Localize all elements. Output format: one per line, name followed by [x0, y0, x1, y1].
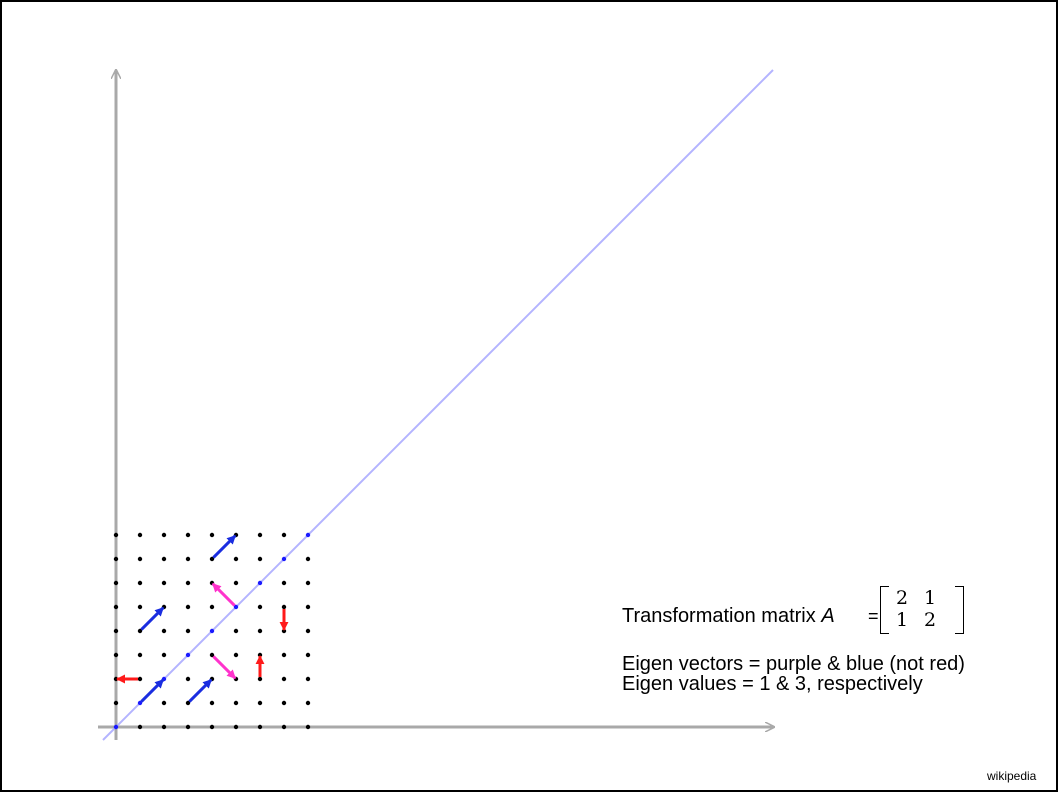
lattice-point	[161, 652, 167, 658]
lattice-point	[185, 604, 191, 610]
eigen-vectors-caption: Eigen vectors = purple & blue (not red)	[622, 653, 965, 675]
eigen-diagonal-line	[102, 69, 774, 741]
matrix-cell: 2	[895, 587, 909, 609]
purple-vector-arrow	[212, 655, 237, 680]
diagonal-lattice-point	[137, 700, 143, 706]
lattice-point	[257, 532, 263, 538]
lattice-point	[113, 604, 119, 610]
lattice-point	[185, 628, 191, 634]
lattice-point	[305, 676, 311, 682]
lattice-point	[257, 556, 263, 562]
diagonal-lattice-point	[209, 628, 215, 634]
diagonal-lattice-point	[281, 556, 287, 562]
lattice-point	[185, 532, 191, 538]
lattice-point	[185, 676, 191, 682]
diagonal-lattice-point	[305, 532, 311, 538]
diagonal-lattice-point	[113, 724, 119, 730]
lattice-point	[305, 652, 311, 658]
matrix-right-bracket	[955, 586, 964, 634]
lattice-point	[281, 676, 287, 682]
lattice-point	[161, 532, 167, 538]
matrix-cell: 1	[895, 609, 909, 631]
lattice-point	[185, 724, 191, 730]
matrix-caption: Transformation matrix A = 2 1 1 2	[622, 586, 964, 634]
lattice-point	[233, 556, 239, 562]
blue-vector-arrow	[140, 606, 165, 631]
lattice-point	[161, 724, 167, 730]
lattice-point	[185, 580, 191, 586]
lattice-point	[281, 532, 287, 538]
lattice-point	[161, 700, 167, 706]
lattice-point	[233, 700, 239, 706]
equals-sign: =	[868, 606, 879, 626]
lattice-point	[209, 556, 215, 562]
blue-vector-arrow	[212, 534, 237, 559]
lattice-point	[209, 604, 215, 610]
transformation-vectors	[116, 534, 289, 703]
lattice-point	[113, 556, 119, 562]
lattice-point	[113, 700, 119, 706]
lattice-point	[137, 580, 143, 586]
blue-vector-arrow	[188, 678, 213, 703]
lattice-point	[137, 676, 143, 682]
diagonal-lattice-point	[257, 580, 263, 586]
lattice-point	[281, 700, 287, 706]
lattice-point	[257, 604, 263, 610]
lattice-point	[137, 652, 143, 658]
diagonal-lattice-point	[185, 652, 191, 658]
lattice-point	[161, 628, 167, 634]
purple-vector-arrow	[211, 582, 236, 607]
lattice-point	[161, 580, 167, 586]
lattice-point	[257, 724, 263, 730]
lattice-point	[233, 628, 239, 634]
lattice-point	[185, 556, 191, 562]
lattice-point	[281, 580, 287, 586]
lattice-point	[257, 700, 263, 706]
lattice-point	[233, 580, 239, 586]
source-credit: wikipedia	[987, 769, 1037, 783]
lattice-point	[305, 604, 311, 610]
lattice-point	[137, 628, 143, 634]
lattice-point	[137, 532, 143, 538]
lattice-point	[209, 532, 215, 538]
matrix-cell: 2	[923, 609, 937, 631]
lattice-point	[209, 724, 215, 730]
lattice-point	[233, 724, 239, 730]
lattice-point	[281, 724, 287, 730]
lattice-point	[113, 628, 119, 634]
lattice-point	[257, 628, 263, 634]
lattice-point	[113, 652, 119, 658]
lattice-point	[137, 724, 143, 730]
lattice-point	[113, 580, 119, 586]
lattice-point	[185, 700, 191, 706]
lattice-point	[305, 556, 311, 562]
lattice-point	[305, 580, 311, 586]
lattice-point	[257, 676, 263, 682]
matrix-label: Transformation matrix	[622, 605, 816, 627]
lattice-point	[305, 628, 311, 634]
lattice-point	[305, 724, 311, 730]
lattice-point	[113, 532, 119, 538]
lattice-point	[137, 556, 143, 562]
lattice-point	[305, 700, 311, 706]
lattice-point	[281, 604, 287, 610]
matrix-symbol: A	[821, 605, 835, 627]
matrix-display: 2 1 1 2	[880, 586, 964, 634]
blue-vector-arrow	[140, 678, 165, 703]
lattice-point	[209, 700, 215, 706]
lattice-point	[161, 556, 167, 562]
lattice-point	[137, 604, 143, 610]
eigen-values-caption: Eigen values = 1 & 3, respectively	[622, 673, 923, 695]
lattice-point	[209, 652, 215, 658]
diagonal-lattice-point	[233, 604, 239, 610]
matrix-left-bracket	[880, 586, 889, 634]
lattice-point	[233, 652, 239, 658]
lattice-point	[281, 652, 287, 658]
matrix-cell: 1	[923, 587, 937, 609]
